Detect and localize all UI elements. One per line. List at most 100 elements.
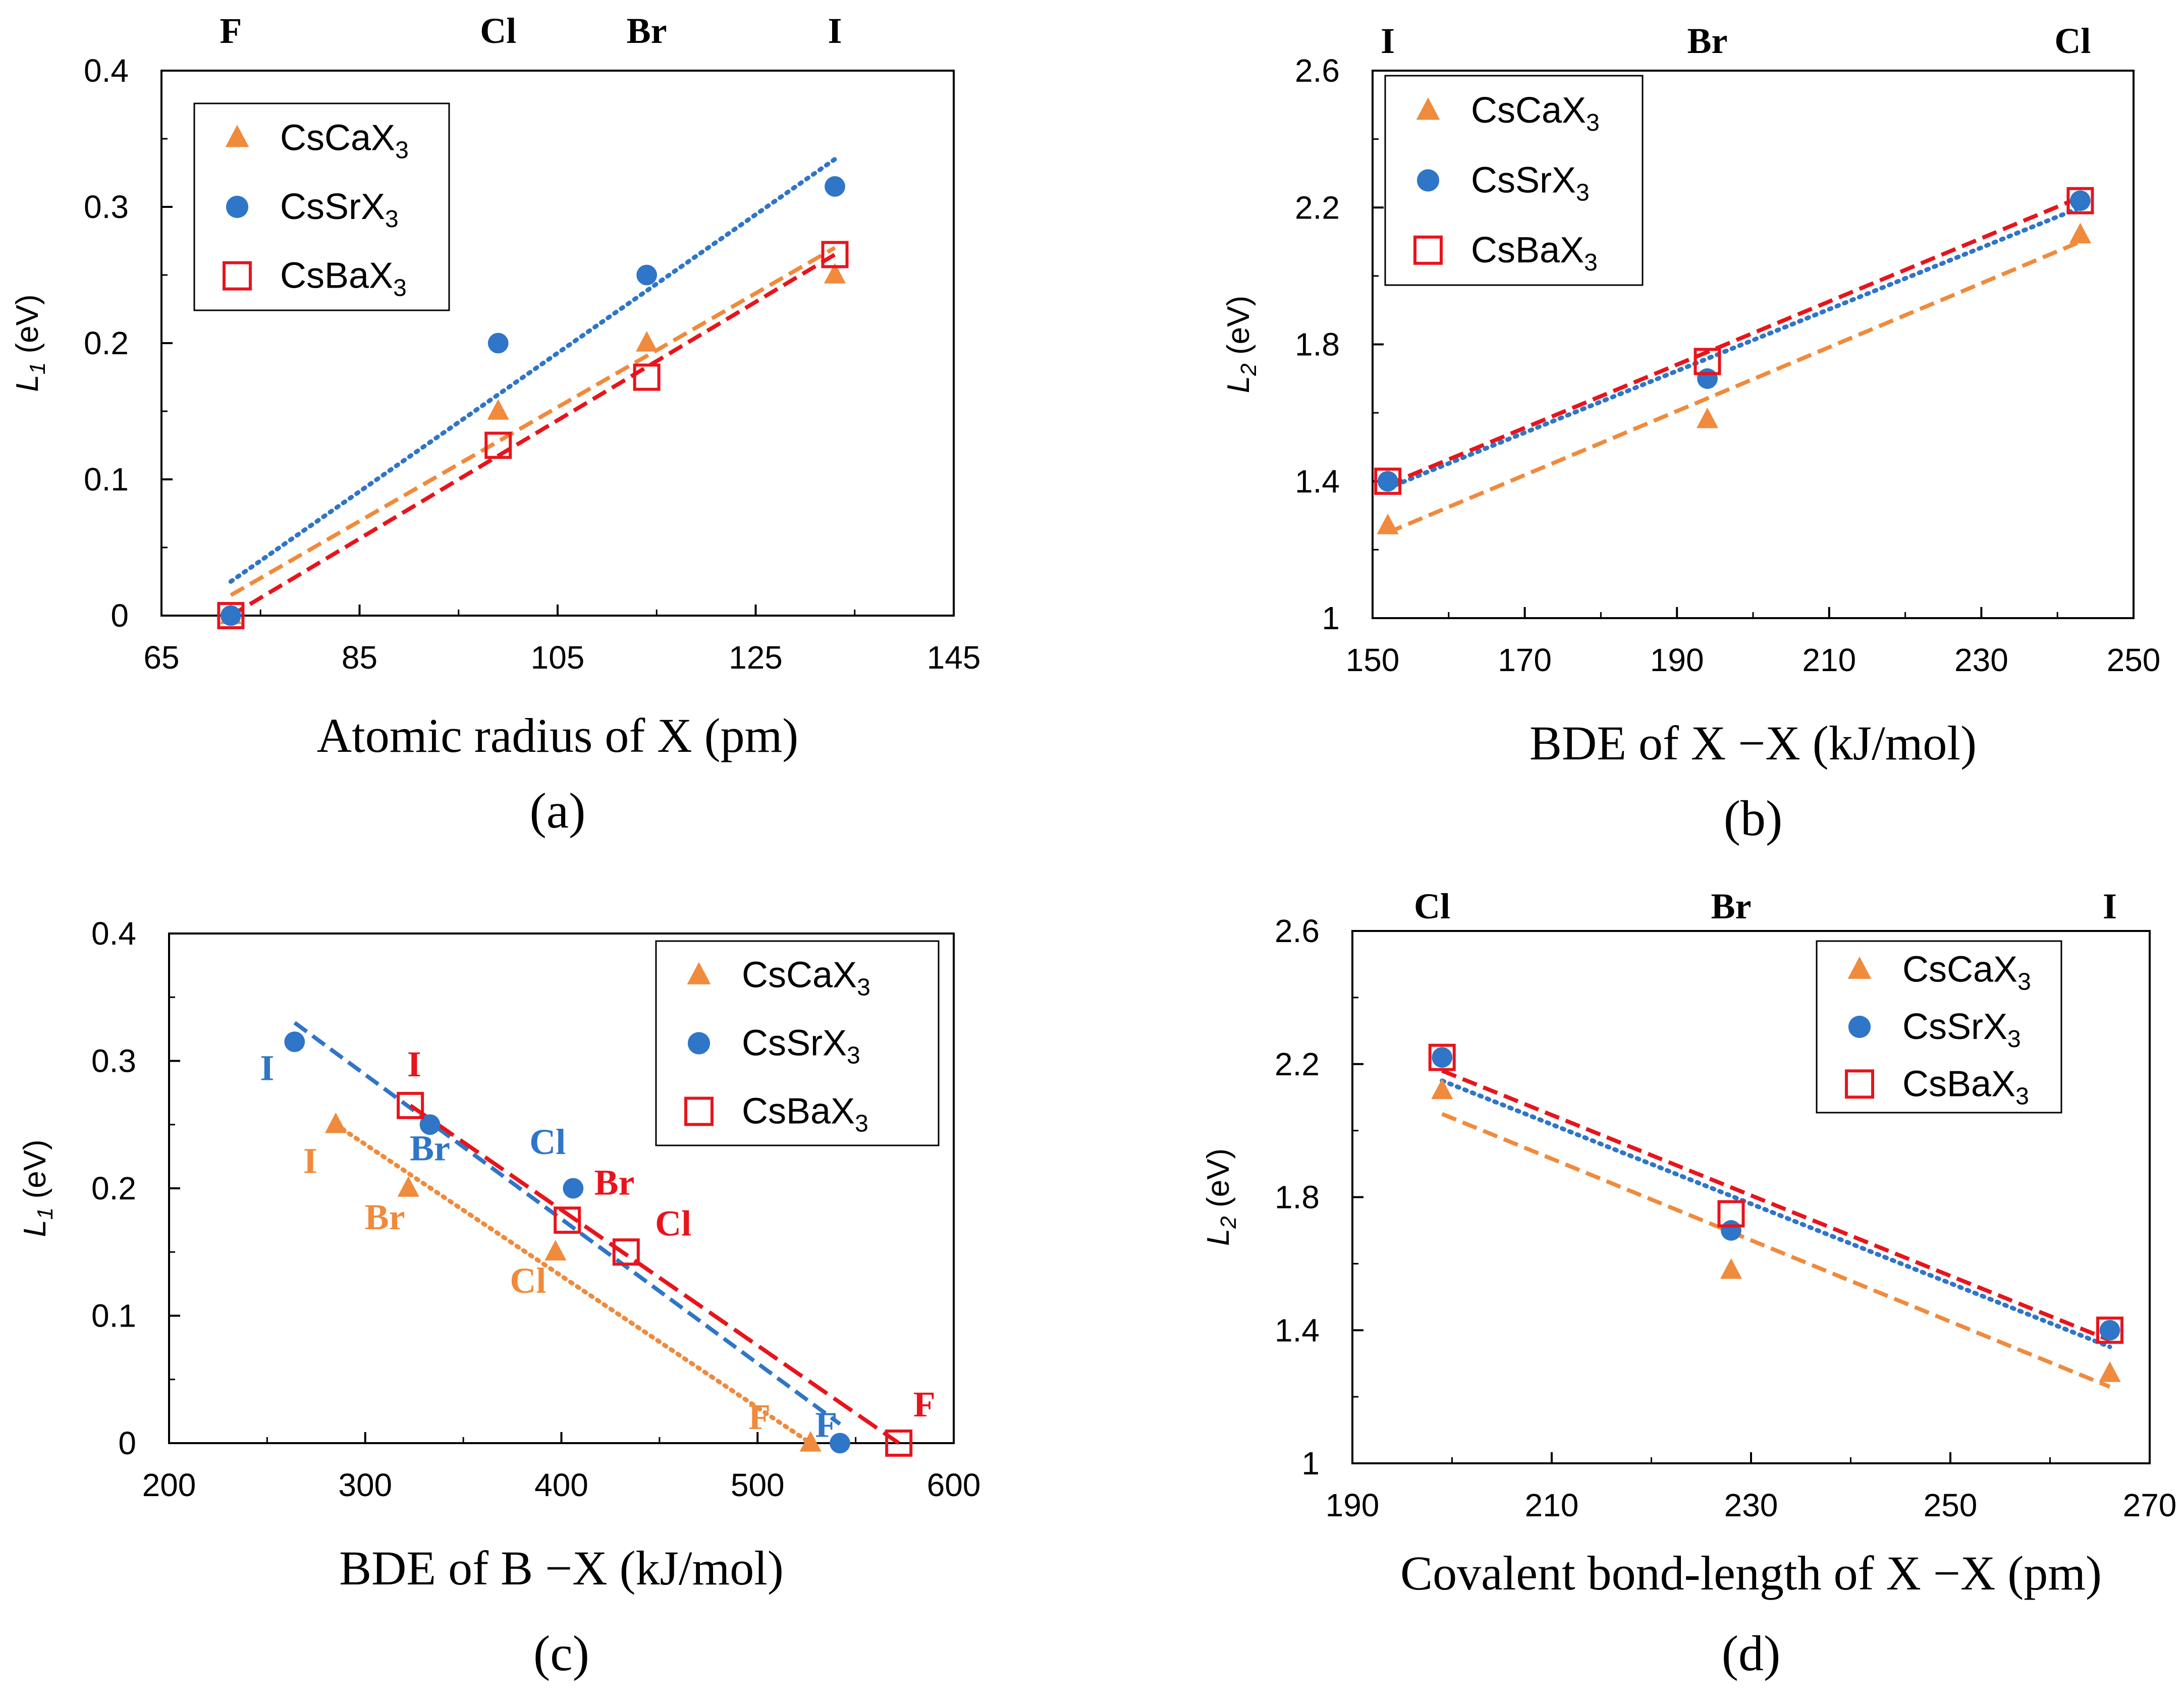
fit-line-sr [293,1021,841,1426]
x-tick-label: 210 [1802,642,1856,678]
point-annotation: F [815,1404,837,1445]
data-point-ca [2069,223,2092,244]
data-point-ca [324,1112,347,1133]
element-top-label: Br [627,11,667,51]
chart-panel-d: 190 210 230 250 270 1 1.4 1.8 2.2 2.6 L2 (eV) Coval… [1201,886,2176,1681]
legend-marker-sr [687,1032,711,1055]
legend-marker-ca [225,125,249,147]
legend-label: CsSrX3 [1902,1007,2021,1053]
fit-line-sr [1440,1078,2112,1349]
y-tick-label: 2.6 [1275,913,1320,949]
data-point-ba [1717,1200,1745,1228]
legend-marker-sr [226,195,249,218]
chart-panel-a: 65 85 105 125 145 0 0.1 0.2 0.3 0.4 L1 (eV) Atomic … [10,11,980,839]
legend-label: CsCaX3 [280,118,409,163]
point-annotation: F [748,1397,771,1437]
x-tick-label: 400 [534,1467,588,1503]
data-point-sr [1721,1220,1741,1241]
data-point-ca [544,1240,567,1261]
x-tick-label: 230 [1954,642,2008,678]
data-point-sr [830,1433,850,1454]
legend-label: CsSrX3 [742,1023,860,1069]
fit-line-ca [333,1122,813,1446]
element-top-label: I [2103,886,2117,926]
legend-label: CsBaX3 [742,1091,868,1137]
data-point-ca [2099,1361,2121,1382]
y-tick-label: 0 [111,597,129,634]
element-top-label: Br [1687,21,1728,61]
data-point-sr [419,1114,441,1135]
panel-label: (d) [1722,1625,1781,1681]
data-point-sr [284,1031,305,1053]
data-point-ca [1377,513,1399,534]
fit-line-sr [228,157,837,584]
x-tick-label: 600 [927,1467,981,1503]
point-annotation: Cl [510,1260,546,1301]
x-tick-label: 250 [2107,642,2161,678]
point-annotation: Cl [655,1203,691,1243]
chart-panel-c: 200 300 400 500 600 0 0.1 0.2 0.3 0.4 L1 (eV) BDE o… [18,915,980,1681]
data-point-sr [1432,1047,1453,1068]
y-tick-label: 1 [1322,600,1340,636]
data-point-ba [612,1238,640,1266]
element-top-label: I [1381,21,1395,61]
y-axis-label: L2 (eV) [1201,1148,1241,1246]
x-tick-label: 105 [531,639,585,676]
y-tick-label: 1.8 [1295,326,1340,363]
chart-panel-b: 150 170 190 210 230 250 1 1.4 1.8 2.2 2.6 L2 (eV) BD… [1221,21,2160,846]
point-annotation: Br [365,1197,405,1237]
fit-line-ca [1441,1112,2111,1389]
legend-label: CsCaX3 [1902,950,2031,996]
point-annotation: I [303,1141,317,1181]
data-point-ba [633,363,661,391]
element-top-label: I [828,11,842,51]
x-tick-label: 145 [927,639,981,676]
data-point-ba [397,1091,424,1119]
x-tick-label: 300 [338,1467,392,1503]
data-point-ca [1431,1078,1453,1100]
y-tick-label: 0 [118,1425,136,1461]
y-tick-label: 0.2 [84,325,129,361]
data-point-ca [799,1431,822,1452]
y-tick-label: 0.2 [91,1170,136,1206]
legend-label: CsBaX3 [280,256,407,302]
y-axis-label: L1 (eV) [18,1139,58,1237]
data-point-ba [2096,1316,2123,1344]
data-point-ba [2066,187,2094,214]
data-point-ba [821,241,849,268]
point-annotation: Br [410,1128,450,1168]
point-annotation: Br [594,1163,634,1203]
point-annotation: I [260,1048,274,1088]
y-tick-label: 2.2 [1295,189,1340,226]
x-tick-label: 125 [729,639,783,676]
data-point-sr [825,176,845,197]
data-point-ba [1428,1043,1456,1071]
data-point-sr [636,264,658,286]
data-point-sr [2070,190,2091,211]
data-point-ba [217,602,245,629]
data-point-ca [1696,407,1719,428]
data-point-ba [1694,348,1721,375]
data-point-sr [1377,471,1398,492]
legend-label: CsSrX3 [1471,160,1590,206]
y-tick-label: 0.3 [84,189,129,225]
panel-label: (c) [533,1625,589,1681]
y-tick-label: 0.4 [84,52,129,89]
legend-label: CsCaX3 [742,955,870,1001]
x-tick-label: 190 [1326,1487,1380,1523]
legend-marker-ba [684,1096,714,1126]
element-top-label: Br [1711,886,1752,926]
data-point-sr [220,605,241,626]
x-tick-label: 190 [1650,642,1704,678]
x-axis-label: BDE of B −X (kJ/mol) [339,1541,784,1595]
x-axis-label: Covalent bond-length of X −X (pm) [1400,1546,2102,1600]
legend-label: CsBaX3 [1471,230,1598,276]
x-tick-label: 65 [143,639,179,676]
data-point-ba [1374,467,1402,495]
data-point-sr [2099,1320,2120,1341]
y-tick-label: 1.8 [1275,1179,1320,1216]
legend-label: CsSrX3 [280,187,399,233]
data-point-sr [1697,368,1718,389]
data-point-ba [484,431,512,459]
fit-line-ba [1441,1069,2111,1342]
